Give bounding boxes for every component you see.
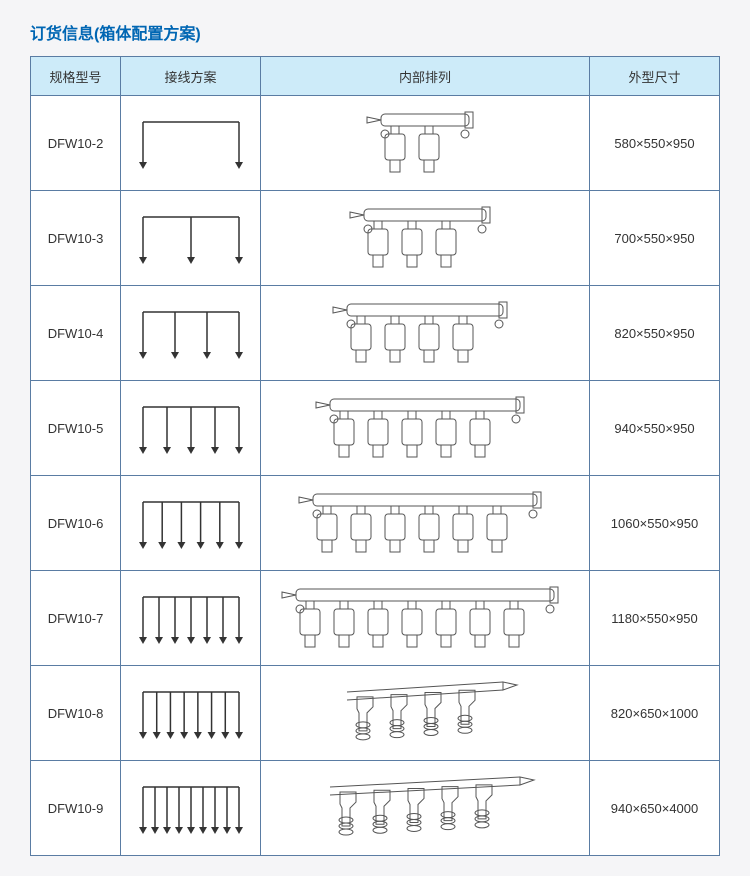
table-row: DFW10-6 1060×550×950 — [31, 476, 720, 571]
cell-model: DFW10-3 — [31, 191, 121, 286]
table-row: DFW10-9 940×650×4000 — [31, 761, 720, 856]
table-row: DFW10-2 580×550×950 — [31, 96, 720, 191]
wiring-diagram-icon — [131, 492, 251, 554]
table-row: DFW10-3 700×550×950 — [31, 191, 720, 286]
cell-internal — [261, 666, 590, 761]
wiring-diagram-icon — [131, 207, 251, 269]
table-row: DFW10-8 820×650×1000 — [31, 666, 720, 761]
spec-table: 规格型号 接线方案 内部排列 外型尺寸 DFW10-2580×550×950DF… — [30, 56, 720, 856]
internal-arrangement-icon — [361, 104, 489, 182]
column-header-dimensions: 外型尺寸 — [590, 57, 720, 96]
cell-wiring — [121, 381, 261, 476]
internal-arrangement-icon — [310, 389, 540, 467]
cell-wiring — [121, 761, 261, 856]
internal-arrangement-icon — [327, 294, 523, 372]
wiring-diagram-icon — [131, 112, 251, 174]
cell-dimensions: 940×650×4000 — [590, 761, 720, 856]
cell-internal — [261, 96, 590, 191]
column-header-wiring: 接线方案 — [121, 57, 261, 96]
cell-internal — [261, 761, 590, 856]
cell-model: DFW10-8 — [31, 666, 121, 761]
cell-dimensions: 820×650×1000 — [590, 666, 720, 761]
cell-model: DFW10-4 — [31, 286, 121, 381]
cell-dimensions: 1060×550×950 — [590, 476, 720, 571]
cell-internal — [261, 571, 590, 666]
wiring-diagram-icon — [131, 397, 251, 459]
cell-wiring — [121, 191, 261, 286]
cell-wiring — [121, 286, 261, 381]
internal-arrangement-icon — [310, 769, 540, 847]
cell-wiring — [121, 476, 261, 571]
cell-internal — [261, 381, 590, 476]
cell-wiring — [121, 96, 261, 191]
wiring-diagram-icon — [131, 777, 251, 839]
cell-dimensions: 580×550×950 — [590, 96, 720, 191]
cell-model: DFW10-2 — [31, 96, 121, 191]
wiring-diagram-icon — [131, 682, 251, 744]
table-row: DFW10-4 820×550×950 — [31, 286, 720, 381]
wiring-diagram-icon — [131, 302, 251, 364]
cell-model: DFW10-5 — [31, 381, 121, 476]
wiring-diagram-icon — [131, 587, 251, 649]
cell-wiring — [121, 571, 261, 666]
cell-model: DFW10-6 — [31, 476, 121, 571]
cell-wiring — [121, 666, 261, 761]
page-title: 订货信息(箱体配置方案) — [30, 20, 720, 44]
cell-model: DFW10-7 — [31, 571, 121, 666]
cell-dimensions: 700×550×950 — [590, 191, 720, 286]
table-row: DFW10-5 940×550×950 — [31, 381, 720, 476]
column-header-model: 规格型号 — [31, 57, 121, 96]
internal-arrangement-icon — [293, 484, 557, 562]
column-header-internal: 内部排列 — [261, 57, 590, 96]
internal-arrangement-icon — [327, 674, 523, 752]
internal-arrangement-icon — [344, 199, 506, 277]
table-body: DFW10-2580×550×950DFW10-3700×550×950DFW1… — [31, 96, 720, 856]
table-row: DFW10-7 1180×550×950 — [31, 571, 720, 666]
cell-internal — [261, 286, 590, 381]
table-header: 规格型号 接线方案 内部排列 外型尺寸 — [31, 57, 720, 96]
internal-arrangement-icon — [276, 579, 574, 657]
cell-dimensions: 1180×550×950 — [590, 571, 720, 666]
cell-internal — [261, 191, 590, 286]
cell-dimensions: 820×550×950 — [590, 286, 720, 381]
cell-dimensions: 940×550×950 — [590, 381, 720, 476]
cell-internal — [261, 476, 590, 571]
cell-model: DFW10-9 — [31, 761, 121, 856]
